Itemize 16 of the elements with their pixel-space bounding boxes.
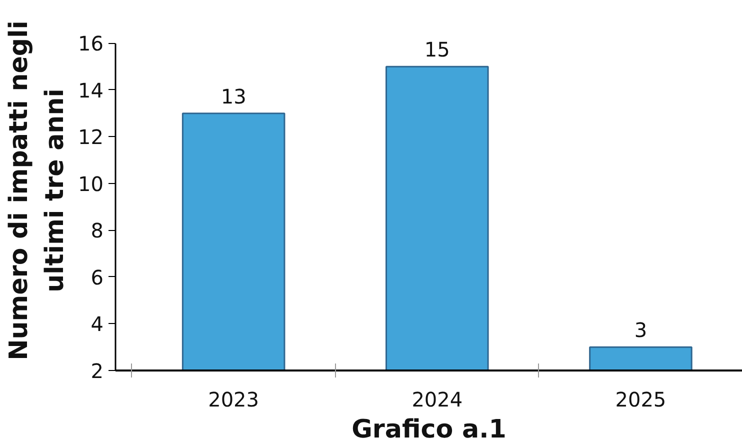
data-label: 3	[634, 318, 648, 342]
data-label: 15	[424, 38, 450, 62]
x-tick-label: 2024	[412, 388, 463, 412]
data-label: 13	[220, 84, 246, 108]
y-tick-label: 14	[78, 78, 104, 102]
y-tick-label: 6	[90, 265, 104, 290]
y-tick-label: 8	[90, 218, 104, 243]
x-tick-label: 2023	[208, 388, 260, 412]
y-tick-label: 12	[78, 125, 104, 150]
x-tick-label: 2025	[615, 388, 666, 412]
y-tick-label: 10	[78, 172, 104, 196]
y-tick-label: 2	[90, 359, 104, 383]
x-axis-title: Grafico a.1	[352, 414, 506, 444]
y-tick-label: 4	[90, 312, 104, 336]
y-axis-title: Numero di impatti negli ultimi tre anni	[3, 20, 70, 360]
y-tick-label: 16	[78, 32, 104, 56]
